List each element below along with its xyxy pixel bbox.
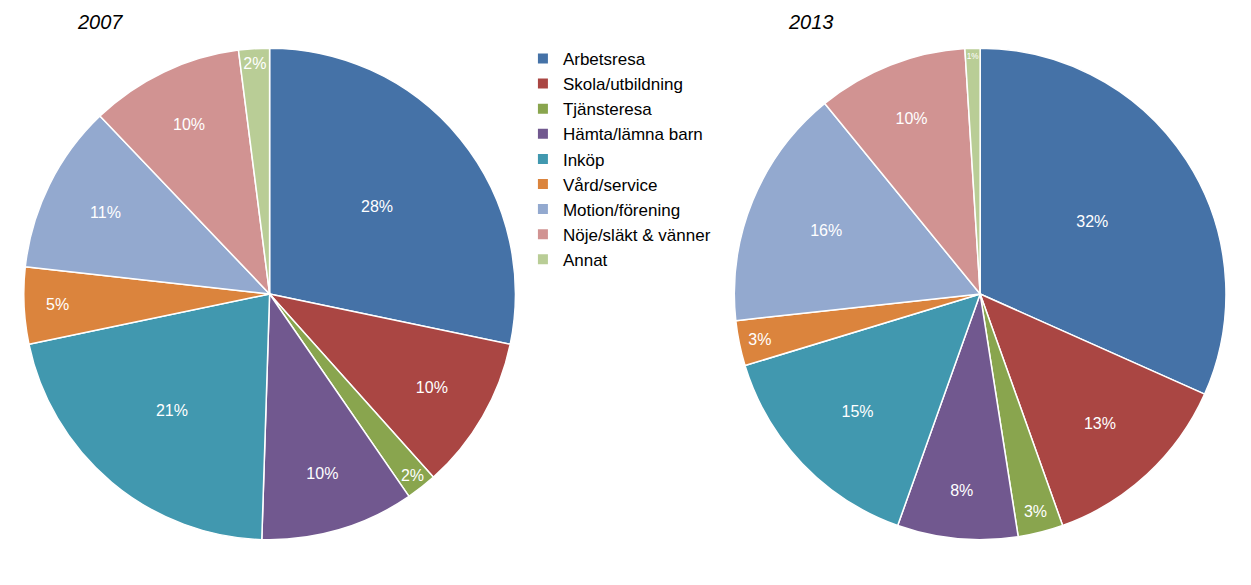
- svg-text:10%: 10%: [896, 110, 928, 127]
- svg-text:8%: 8%: [950, 482, 973, 499]
- svg-text:Annat: Annat: [563, 251, 608, 270]
- svg-text:3%: 3%: [748, 331, 771, 348]
- svg-text:16%: 16%: [810, 222, 842, 239]
- svg-text:5%: 5%: [46, 296, 69, 313]
- svg-text:Hämta/lämna barn: Hämta/lämna barn: [563, 125, 703, 144]
- svg-text:2%: 2%: [243, 55, 266, 72]
- svg-text:32%: 32%: [1076, 213, 1108, 230]
- svg-text:10%: 10%: [416, 379, 448, 396]
- svg-text:Tjänsteresa: Tjänsteresa: [563, 100, 652, 119]
- svg-text:2013: 2013: [788, 11, 834, 33]
- svg-text:3%: 3%: [1024, 503, 1047, 520]
- svg-text:11%: 11%: [90, 204, 121, 221]
- svg-text:21%: 21%: [156, 402, 188, 419]
- svg-text:15%: 15%: [841, 403, 873, 420]
- svg-text:10%: 10%: [306, 465, 338, 482]
- svg-text:Vård/service: Vård/service: [563, 176, 657, 195]
- svg-text:10%: 10%: [173, 116, 205, 133]
- svg-text:Motion/förening: Motion/förening: [563, 201, 680, 220]
- svg-text:Inköp: Inköp: [563, 151, 605, 170]
- svg-text:Skola/utbildning: Skola/utbildning: [563, 75, 683, 94]
- svg-text:28%: 28%: [361, 198, 393, 215]
- svg-text:2%: 2%: [401, 467, 424, 484]
- svg-text:13%: 13%: [1084, 415, 1116, 432]
- svg-text:Nöje/släkt & vänner: Nöje/släkt & vänner: [563, 226, 711, 245]
- svg-text:Arbetsresa: Arbetsresa: [563, 50, 646, 69]
- svg-text:2007: 2007: [77, 11, 123, 33]
- svg-text:1%: 1%: [967, 52, 980, 61]
